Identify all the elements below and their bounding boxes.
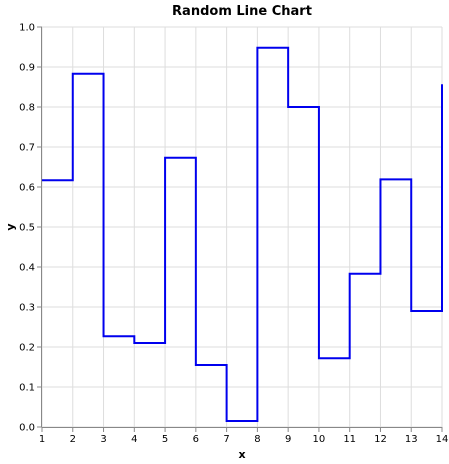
y-tick-label: 0.9 <box>19 63 35 74</box>
y-tick-label: 0.6 <box>19 183 35 194</box>
x-tick-label: 9 <box>285 434 291 445</box>
y-tick-label: 0.0 <box>19 423 35 434</box>
chart-title: Random Line Chart <box>172 4 312 19</box>
x-tick-label: 4 <box>131 434 137 445</box>
x-axis-title: x <box>238 448 245 461</box>
x-tick-label: 7 <box>223 434 229 445</box>
x-tick-label: 8 <box>254 434 260 445</box>
x-tick-label: 12 <box>374 434 387 445</box>
x-tick-label: 11 <box>343 434 356 445</box>
x-tick-label: 13 <box>405 434 418 445</box>
y-tick-label: 0.3 <box>19 303 35 314</box>
y-tick-label: 1.0 <box>19 23 35 34</box>
x-tick-label: 5 <box>162 434 168 445</box>
series <box>42 46 443 422</box>
y-tick-label: 0.4 <box>19 263 35 274</box>
x-tick-label: 14 <box>436 434 449 445</box>
y-tick-label: 0.7 <box>19 143 35 154</box>
series-line <box>42 46 443 422</box>
y-tick-label: 0.8 <box>19 103 35 114</box>
x-tick-label: 1 <box>39 434 45 445</box>
y-tick-label: 0.1 <box>19 383 35 394</box>
x-tick-label: 6 <box>193 434 199 445</box>
x-tick-label: 10 <box>313 434 326 445</box>
y-axis-title: y <box>4 223 17 230</box>
axes: 1 2 3 4 5 6 7 8 9 10 11 12 13 140.00.10.20.30.40.50.6… <box>19 23 448 446</box>
y-tick-label: 0.2 <box>19 343 35 354</box>
x-tick-label: 2 <box>70 434 76 445</box>
x-tick-label: 3 <box>100 434 106 445</box>
grid <box>41 26 443 428</box>
y-tick-label: 0.5 <box>19 223 35 234</box>
